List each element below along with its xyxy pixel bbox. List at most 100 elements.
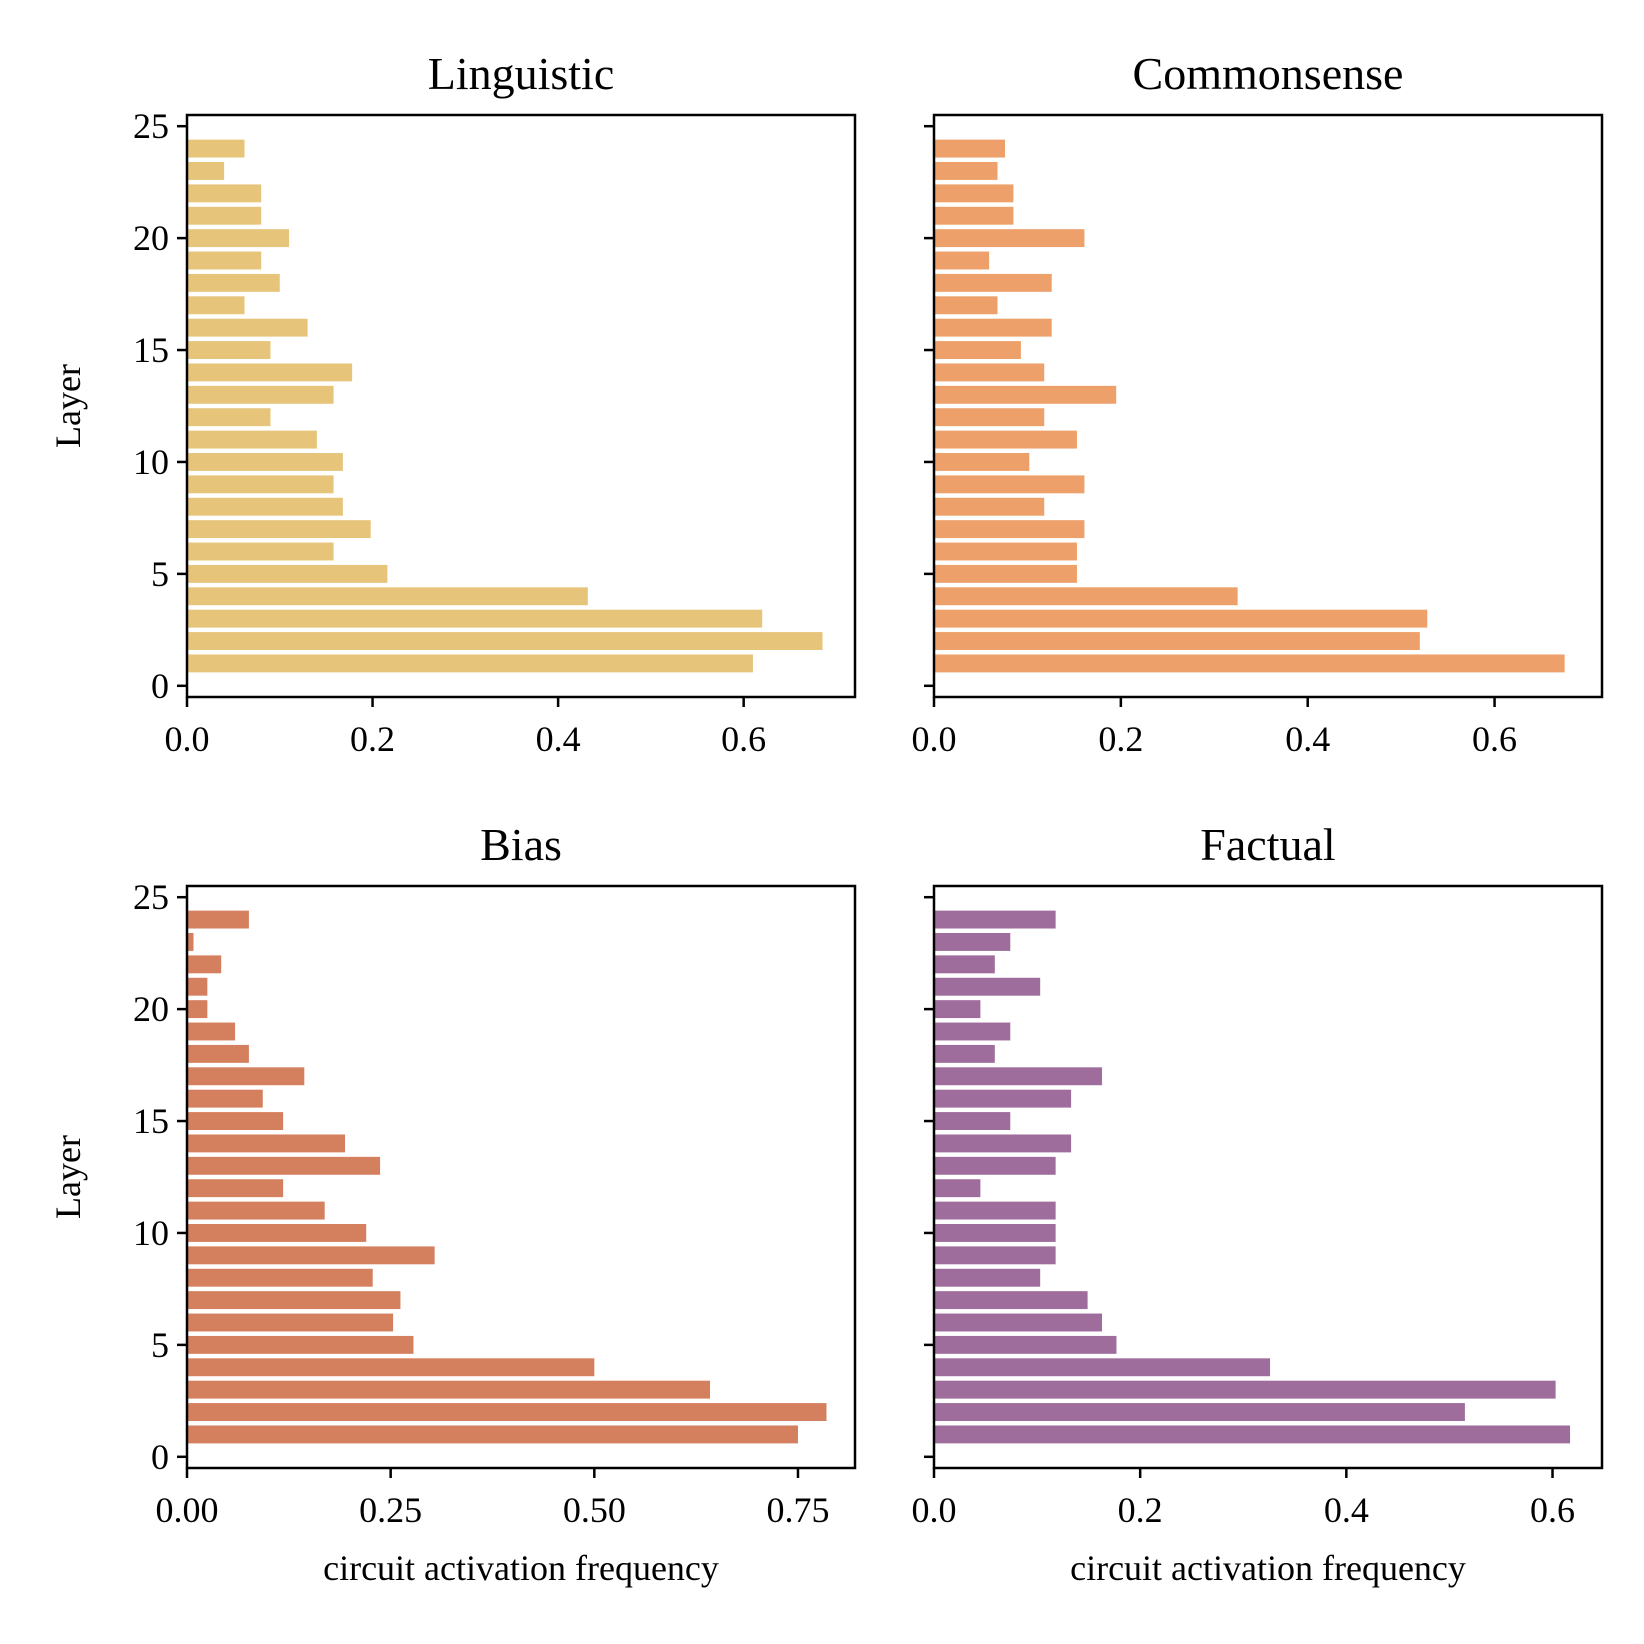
bar-layer-4 bbox=[187, 1358, 595, 1377]
chart-panel-bias: 0 5 10 15 20 25 0.00 0.25 0.50 0.75 Bias circuit ac… bbox=[48, 819, 857, 1588]
bar-layer-13 bbox=[934, 385, 1117, 404]
y-tick-label: 5 bbox=[151, 554, 169, 594]
bar-layer-17 bbox=[187, 1067, 305, 1086]
bar-layer-4 bbox=[187, 587, 588, 606]
bar-layer-17 bbox=[934, 296, 998, 315]
bar-layer-1 bbox=[187, 654, 753, 673]
x-tick-label: 0.0 bbox=[165, 719, 210, 759]
bar-layer-16 bbox=[934, 1089, 1072, 1108]
bar-layer-1 bbox=[934, 654, 1565, 673]
bar-layer-4 bbox=[934, 1358, 1271, 1377]
bar-layer-17 bbox=[187, 296, 245, 315]
x-tick-label: 0.75 bbox=[766, 1490, 829, 1530]
bar-layer-17 bbox=[934, 1067, 1103, 1086]
bar-layer-11 bbox=[187, 430, 317, 449]
bar-layer-4 bbox=[934, 587, 1238, 606]
bar-layer-15 bbox=[934, 341, 1021, 359]
y-axis-label: Layer bbox=[48, 1135, 88, 1219]
bar-layer-14 bbox=[934, 363, 1045, 382]
bar-layer-6 bbox=[934, 1313, 1103, 1332]
chart-panel-commonsense: 0.0 0.2 0.4 0.6 Commonsense bbox=[912, 48, 1604, 759]
x-tick-label: 0.2 bbox=[350, 719, 395, 759]
bar-layer-12 bbox=[934, 1179, 981, 1198]
bar-layer-19 bbox=[187, 1022, 236, 1041]
bar-layer-23 bbox=[187, 933, 194, 951]
bar-layer-12 bbox=[934, 408, 1045, 427]
bar-layer-24 bbox=[187, 139, 245, 158]
x-tick-label: 0.2 bbox=[1118, 1490, 1163, 1530]
bar-layer-23 bbox=[934, 933, 1011, 951]
bar-layer-22 bbox=[934, 955, 995, 974]
axes-frame bbox=[932, 113, 1604, 699]
bar-layer-15 bbox=[187, 341, 271, 359]
bar-layer-6 bbox=[187, 1313, 394, 1332]
bar-layer-3 bbox=[187, 609, 763, 628]
y-tick-label: 25 bbox=[133, 877, 169, 917]
bar-layer-8 bbox=[187, 1268, 373, 1287]
bar-layer-13 bbox=[934, 1156, 1056, 1175]
bar-layer-21 bbox=[187, 977, 208, 996]
bar-layer-22 bbox=[934, 184, 1014, 203]
chart-title: Factual bbox=[1200, 819, 1335, 870]
bar-layer-10 bbox=[934, 1224, 1056, 1242]
bar-layer-8 bbox=[187, 497, 343, 516]
bar-layer-10 bbox=[187, 1224, 367, 1242]
bar-layer-20 bbox=[187, 1000, 208, 1019]
bar-layer-20 bbox=[187, 229, 290, 248]
bar-layer-15 bbox=[934, 1112, 1011, 1130]
x-tick-label: 0.00 bbox=[156, 1490, 219, 1530]
y-tick-label: 20 bbox=[133, 989, 169, 1029]
bar-layer-1 bbox=[934, 1425, 1571, 1444]
bar-layer-23 bbox=[934, 162, 998, 180]
bar-layer-21 bbox=[934, 977, 1041, 996]
bar-layer-9 bbox=[187, 475, 334, 494]
y-tick-label: 0 bbox=[151, 1437, 169, 1477]
y-tick-label: 15 bbox=[133, 1101, 169, 1141]
y-tick-label: 10 bbox=[133, 1213, 169, 1253]
bar-layer-3 bbox=[934, 1380, 1556, 1399]
x-tick-label: 0.0 bbox=[912, 719, 957, 759]
x-tick-label: 0.50 bbox=[563, 1490, 626, 1530]
x-axis-label: circuit activation frequency bbox=[323, 1548, 719, 1588]
chart-panel-factual: 0.0 0.2 0.4 0.6 Factual circuit activation fr… bbox=[912, 819, 1604, 1588]
x-tick-label: 0.4 bbox=[1324, 1490, 1369, 1530]
axes-frame bbox=[185, 113, 857, 699]
bar-layer-14 bbox=[187, 363, 353, 382]
bar-layer-3 bbox=[187, 1380, 710, 1399]
bar-layer-5 bbox=[934, 564, 1077, 583]
bar-layer-13 bbox=[187, 1156, 381, 1175]
bar-layer-20 bbox=[934, 229, 1085, 248]
bar-layer-10 bbox=[934, 453, 1030, 471]
bar-layer-2 bbox=[187, 1403, 827, 1421]
x-tick-label: 0.2 bbox=[1098, 719, 1143, 759]
bar-layer-24 bbox=[934, 910, 1056, 929]
bar-layer-14 bbox=[187, 1134, 346, 1153]
bar-layer-6 bbox=[934, 542, 1077, 561]
bar-layer-19 bbox=[187, 251, 262, 270]
bar-layer-9 bbox=[187, 1246, 435, 1265]
y-tick-label: 25 bbox=[133, 106, 169, 146]
bar-layer-22 bbox=[187, 955, 222, 974]
x-tick-label: 0.6 bbox=[1530, 1490, 1575, 1530]
bar-layer-1 bbox=[187, 1425, 798, 1444]
y-tick-label: 15 bbox=[133, 330, 169, 370]
y-axis-label: Layer bbox=[48, 364, 88, 448]
y-tick-label: 0 bbox=[151, 666, 169, 706]
bar-layer-19 bbox=[934, 1022, 1011, 1041]
bar-layer-13 bbox=[187, 385, 334, 404]
x-tick-label: 0.6 bbox=[721, 719, 766, 759]
bar-layer-2 bbox=[934, 632, 1420, 650]
chart-title: Bias bbox=[480, 819, 562, 870]
bar-layer-6 bbox=[187, 542, 334, 561]
bar-layer-11 bbox=[934, 1201, 1056, 1220]
bar-layer-11 bbox=[187, 1201, 325, 1220]
x-tick-label: 0.6 bbox=[1472, 719, 1517, 759]
x-tick-label: 0.0 bbox=[912, 1490, 957, 1530]
bar-layer-7 bbox=[934, 1291, 1088, 1310]
bar-layer-7 bbox=[187, 520, 371, 539]
bar-layer-8 bbox=[934, 497, 1045, 516]
bar-layer-18 bbox=[934, 273, 1052, 292]
bar-layer-5 bbox=[187, 1335, 414, 1354]
bar-layer-14 bbox=[934, 1134, 1072, 1153]
bar-layer-7 bbox=[187, 1291, 401, 1310]
